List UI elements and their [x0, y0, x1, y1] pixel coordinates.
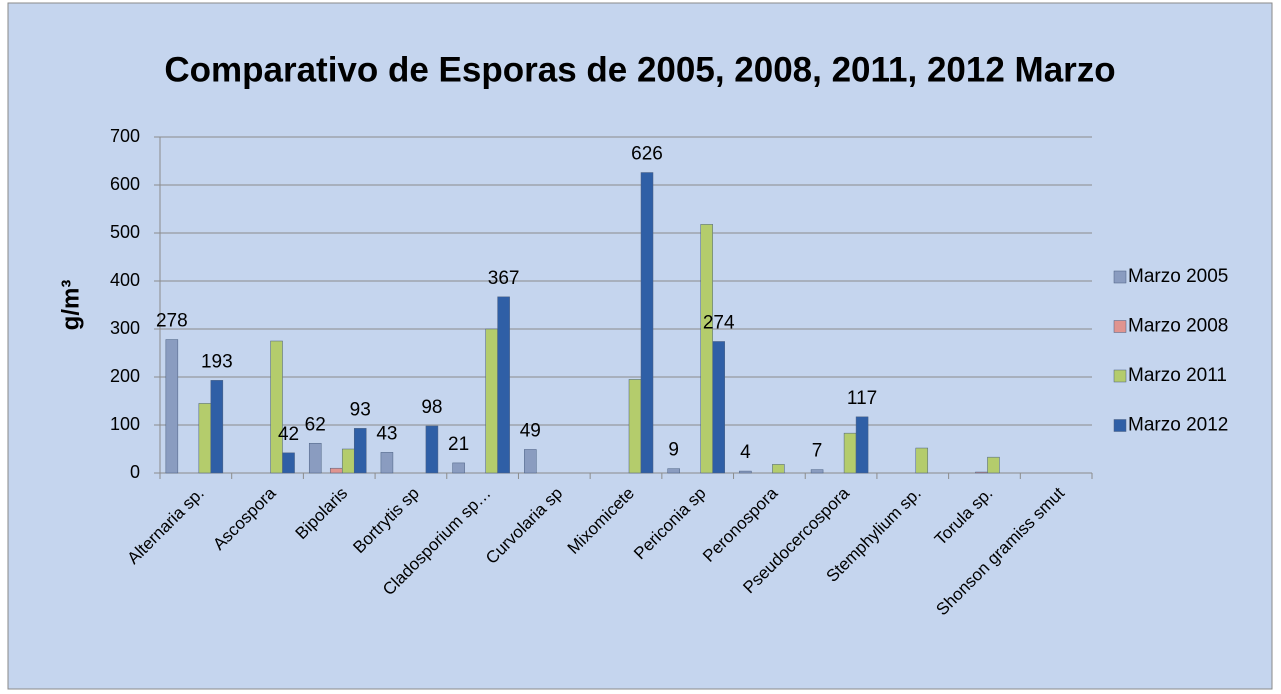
data-label: 9 [668, 440, 679, 461]
bar [270, 340, 283, 474]
legend-swatch [1113, 369, 1127, 383]
data-label: 21 [448, 434, 469, 455]
bar [739, 470, 752, 474]
data-label: 42 [278, 424, 299, 445]
data-label: 367 [488, 268, 520, 289]
data-label: 4 [740, 442, 751, 463]
data-label: 117 [847, 388, 877, 409]
bar [165, 339, 179, 474]
bar [425, 425, 439, 474]
legend-label: Marzo 2012 [1128, 415, 1228, 436]
data-label: 62 [305, 414, 326, 435]
bar [975, 471, 988, 474]
data-label: 193 [201, 351, 233, 372]
y-tick-label: 700 [110, 126, 140, 146]
bar [712, 341, 725, 474]
bar [640, 172, 654, 474]
bar [628, 379, 642, 474]
bar [282, 452, 295, 474]
bar [700, 224, 713, 474]
bar [915, 447, 929, 474]
bar [524, 449, 537, 474]
y-tick-label: 0 [130, 462, 140, 482]
data-label: 43 [376, 423, 397, 444]
legend-label: Marzo 2011 [1128, 365, 1227, 386]
y-tick-label: 400 [110, 270, 140, 290]
bar [198, 403, 212, 474]
bar [308, 442, 322, 474]
y-tick-label: 300 [110, 318, 140, 338]
y-tick-label: 200 [110, 366, 140, 386]
bar [485, 328, 498, 474]
data-label: 626 [631, 144, 663, 165]
bar [329, 467, 343, 474]
bar [380, 452, 394, 474]
chart-title: Comparativo de Esporas de 2005, 2008, 20… [164, 50, 1115, 89]
legend-label: Marzo 2008 [1128, 316, 1228, 337]
chart-background [7, 2, 1273, 690]
data-label: 93 [350, 399, 371, 420]
bar [843, 432, 857, 474]
data-label: 98 [421, 397, 442, 418]
y-tick-label: 100 [110, 414, 140, 434]
bar [810, 469, 824, 474]
y-tick-label: 500 [110, 222, 140, 242]
bar [497, 296, 510, 474]
data-label: 274 [703, 312, 735, 333]
legend-swatch [1113, 419, 1127, 432]
data-label: 49 [520, 420, 541, 441]
bar [855, 416, 869, 474]
bar [353, 428, 367, 474]
y-axis-label: g/m³ [57, 280, 84, 331]
bar [341, 448, 355, 474]
bar [987, 456, 1000, 474]
legend-label: Marzo 2005 [1128, 266, 1228, 287]
bar [452, 462, 465, 474]
data-label: 278 [156, 311, 188, 332]
bar [772, 464, 785, 474]
legend-swatch [1113, 320, 1127, 333]
bar [667, 468, 680, 474]
bar [210, 380, 224, 474]
data-label: 7 [812, 441, 823, 462]
y-tick-label: 600 [110, 174, 140, 194]
legend-swatch [1113, 270, 1127, 284]
